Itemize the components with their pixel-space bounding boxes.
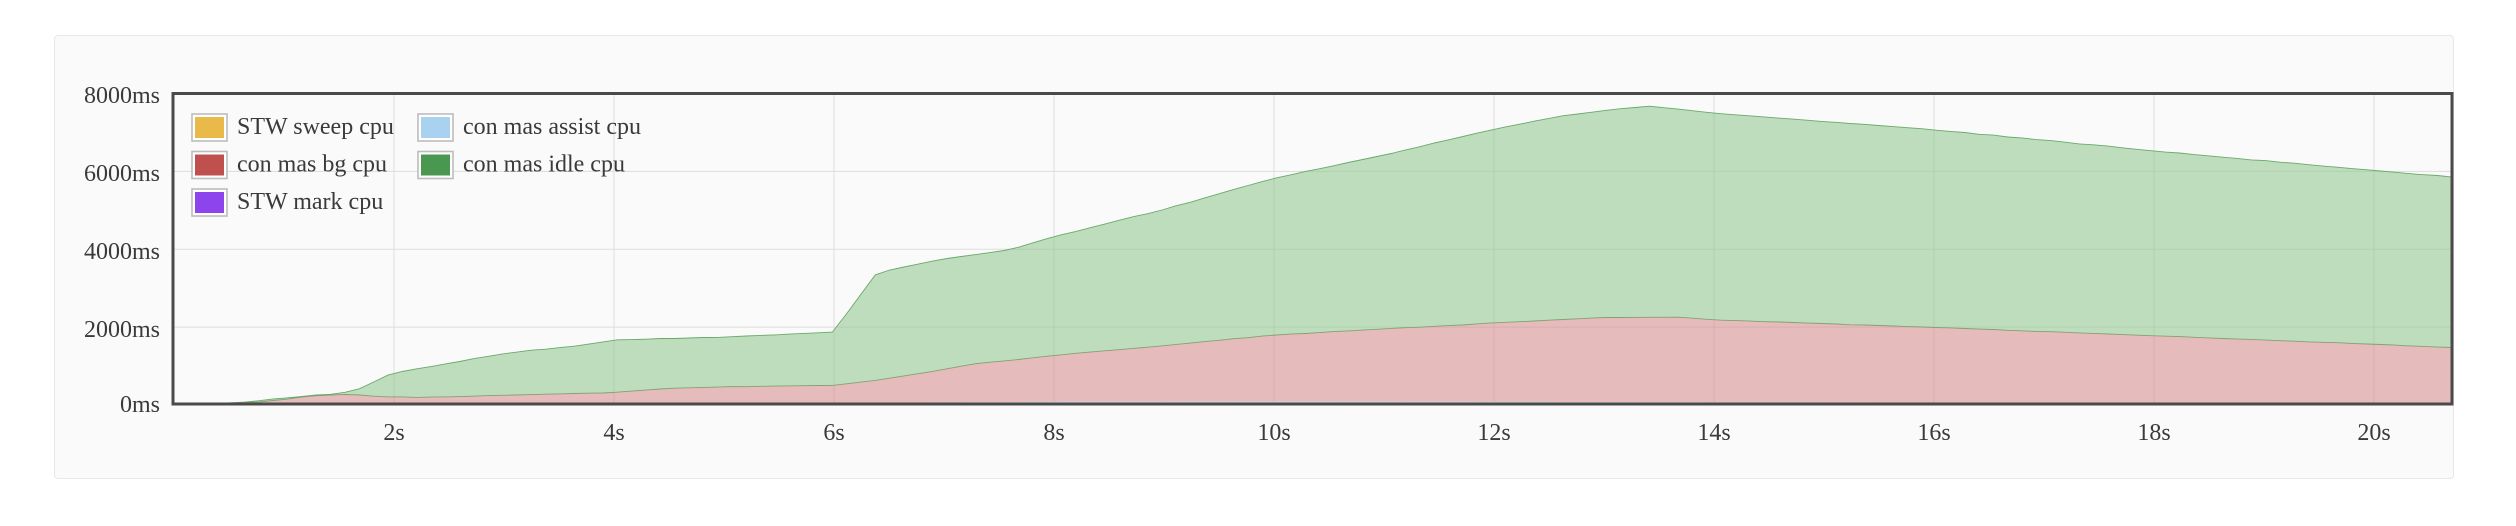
svg-text:20s: 20s (2357, 420, 2390, 446)
svg-text:10s: 10s (1257, 420, 1290, 446)
svg-text:14s: 14s (1697, 420, 1730, 446)
svg-text:STW mark cpu: STW mark cpu (237, 189, 383, 215)
svg-text:16s: 16s (1917, 420, 1950, 446)
svg-text:2s: 2s (383, 420, 404, 446)
svg-text:8000ms: 8000ms (84, 83, 160, 109)
svg-text:4s: 4s (603, 420, 624, 446)
svg-text:6s: 6s (823, 420, 844, 446)
svg-text:2000ms: 2000ms (84, 317, 160, 343)
svg-text:0ms: 0ms (120, 392, 160, 418)
svg-text:4000ms: 4000ms (84, 239, 160, 265)
svg-text:6000ms: 6000ms (84, 161, 160, 187)
svg-text:12s: 12s (1477, 420, 1510, 446)
svg-text:8s: 8s (1043, 420, 1064, 446)
svg-text:con mas bg cpu: con mas bg cpu (237, 152, 387, 178)
svg-text:con mas idle cpu: con mas idle cpu (463, 152, 625, 178)
svg-text:STW sweep cpu: STW sweep cpu (237, 114, 394, 140)
svg-text:con mas assist cpu: con mas assist cpu (463, 114, 641, 140)
svg-text:18s: 18s (2137, 420, 2170, 446)
